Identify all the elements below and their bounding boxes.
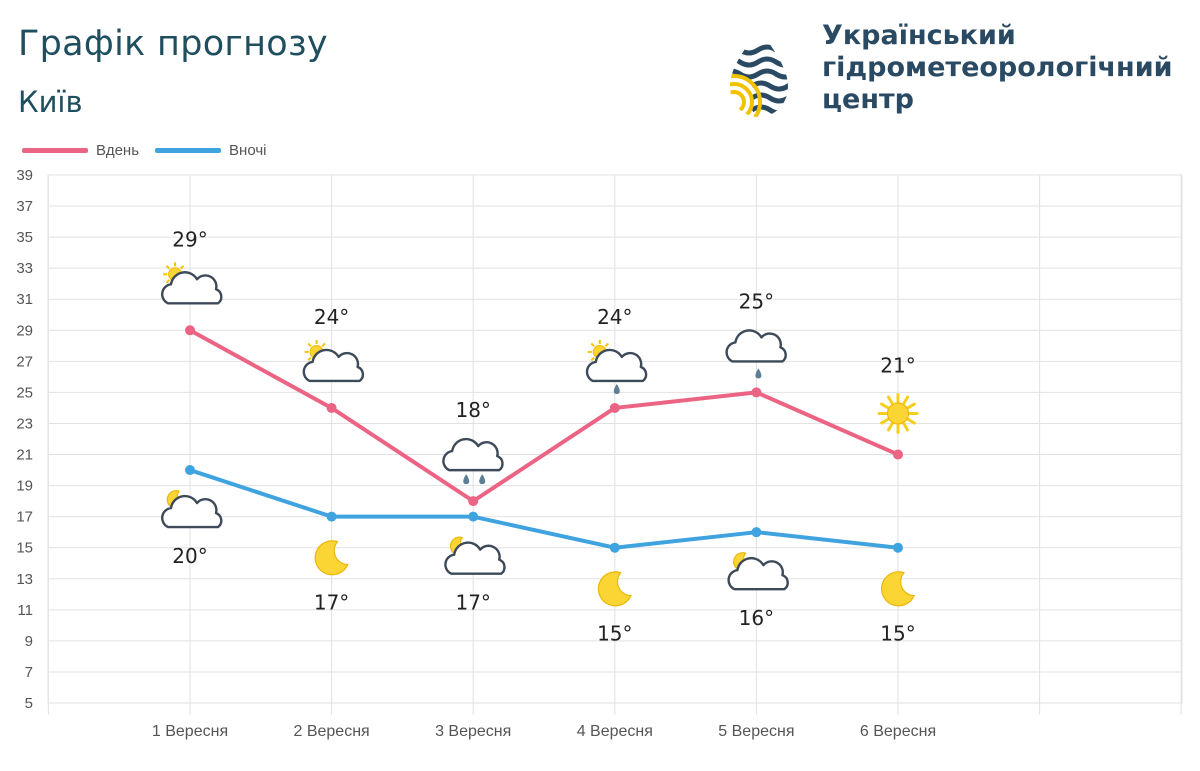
y-tick-label: 21 (16, 447, 33, 464)
day-data-point (751, 387, 762, 398)
y-tick-label: 13 (16, 571, 33, 588)
moon-icon (597, 571, 632, 607)
y-tick-label: 23 (16, 415, 33, 432)
y-tick-label: 39 (16, 167, 33, 184)
y-tick-label: 17 (16, 509, 33, 526)
day-data-point (609, 402, 620, 413)
legend-item-night[interactable]: Вночі (155, 142, 266, 159)
page-title: Графік прогнозу (18, 24, 328, 64)
day-temperature-label: 21° (880, 354, 915, 378)
city-name: Київ (18, 85, 83, 119)
y-tick-label: 11 (17, 602, 33, 619)
day-data-point (185, 325, 195, 336)
night-data-point (326, 511, 337, 522)
day-series-line (189, 328, 899, 504)
day-temperature-label: 24° (597, 305, 632, 329)
x-tick-label: 2 Вересня (293, 723, 369, 740)
night-temperature-label: 17° (455, 591, 490, 615)
night-data-point (185, 465, 195, 476)
org-name-line-1: Український (822, 20, 1016, 51)
y-tick-label: 15 (16, 540, 33, 557)
day-data-point (893, 449, 903, 460)
y-tick-label: 25 (16, 384, 33, 401)
chart-legend: Вдень Вночі (22, 139, 282, 161)
x-tick-label: 5 Вересня (718, 723, 794, 740)
x-tick-label: 6 Вересня (860, 723, 936, 740)
legend-swatch-day (22, 147, 88, 153)
night-temperature-label: 15° (880, 622, 915, 646)
night-series-line (189, 468, 899, 550)
legend-label-night: Вночі (229, 141, 267, 159)
cloudy-rain-icon (442, 437, 504, 485)
night-data-point (751, 527, 762, 538)
legend-item-day[interactable]: Вдень (22, 142, 139, 159)
moon-icon (881, 571, 916, 607)
y-tick-label: 37 (16, 198, 33, 215)
org-name-line-3: центр (822, 84, 914, 115)
y-tick-label: 9 (25, 633, 33, 650)
night-data-point (468, 511, 479, 522)
org-name: Український гідрометеорологічний центр (822, 20, 1173, 116)
y-tick-label: 33 (16, 260, 33, 277)
day-temperature-label: 18° (455, 398, 490, 422)
partly-cloudy-rain-icon (585, 339, 648, 394)
y-tick-label: 35 (16, 229, 33, 246)
night-temperature-label: 20° (172, 544, 207, 568)
night-temperature-label: 15° (597, 622, 632, 646)
cloudy-moon-icon (444, 536, 506, 575)
x-tick-label: 1 Вересня (152, 723, 228, 740)
legend-swatch-night (155, 147, 222, 153)
legend-label-day: Вдень (96, 141, 140, 159)
moon-icon (314, 540, 349, 576)
y-tick-label: 5 (25, 695, 33, 712)
y-tick-label: 31 (16, 291, 33, 308)
cloudy-moon-icon (161, 490, 223, 529)
y-tick-label: 7 (25, 664, 33, 681)
day-temperature-label: 25° (739, 289, 774, 313)
cloudy-light-rain-icon (725, 329, 787, 379)
cloudy-moon-icon (727, 552, 789, 591)
day-data-point (468, 496, 479, 507)
partly-cloudy-icon (161, 262, 223, 305)
x-tick-label: 4 Вересня (577, 723, 653, 740)
night-temperature-label: 17° (314, 591, 349, 615)
x-tick-label: 3 Вересня (435, 723, 511, 740)
y-tick-label: 19 (16, 478, 33, 495)
night-data-point (893, 542, 903, 553)
sun-icon (877, 393, 919, 435)
night-temperature-label: 16° (739, 606, 774, 630)
night-data-point (609, 542, 620, 553)
day-temperature-label: 29° (172, 227, 207, 251)
day-data-point (326, 402, 337, 413)
org-name-line-2: гідрометеорологічний (822, 52, 1173, 83)
partly-cloudy-icon (302, 339, 365, 383)
y-tick-label: 27 (16, 353, 33, 370)
day-temperature-label: 24° (314, 305, 349, 329)
y-tick-label: 29 (16, 322, 33, 339)
hydromet-logo-icon (730, 26, 788, 117)
